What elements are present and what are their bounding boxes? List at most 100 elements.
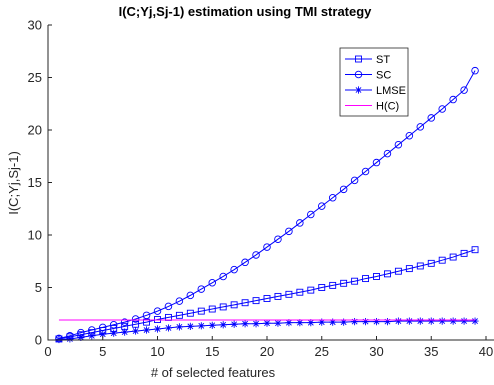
data-point-lmse [153,325,162,333]
data-point-sc [460,86,468,94]
legend-item-lmse: LMSE [345,85,406,97]
y-axis-ticks: 0 5 10 15 20 25 30 [28,18,52,348]
data-point-sc [471,66,479,75]
y-tick-label: 20 [28,123,42,138]
data-point-sc [219,272,227,281]
data-point-st [416,262,424,270]
data-point-lmse [372,318,381,326]
data-point-sc [394,140,403,149]
data-point-st [197,307,205,315]
data-point-sc [274,235,282,243]
data-point-sc [416,123,425,131]
data-point-lmse [460,317,468,325]
data-point-lmse [99,330,107,338]
data-point-lmse [66,335,74,343]
data-point-sc [230,265,238,274]
data-point-sc [164,302,173,311]
data-point-lmse [175,323,183,331]
data-point-st [427,259,435,267]
data-point-st [384,270,391,278]
legend-label: H(C) [376,101,399,113]
data-point-sc [186,291,195,300]
data-point-lmse [252,320,260,328]
x-axis-ticks: 0 5 10 15 20 25 30 35 40 [44,336,493,359]
data-point-lmse [307,319,315,327]
legend-item-h-c: H(C) [345,101,399,113]
data-point-st [208,305,216,313]
legend: ST SC LMSE H(C) [339,47,409,117]
data-point-lmse [88,332,96,340]
data-point-lmse [197,322,205,330]
data-point-st [307,286,315,294]
data-point-sc [328,193,337,202]
data-point-lmse [405,317,413,325]
y-tick-label: 30 [28,18,42,33]
x-tick-label: 20 [260,344,274,359]
data-point-lmse [449,317,457,325]
legend-label: ST [376,54,390,66]
data-point-st [241,299,249,307]
chart-title: I(C;Yj,Sj-1) estimation using TMI strate… [119,4,373,19]
data-point-sc [175,297,184,305]
data-point-lmse [394,317,402,325]
data-point-sc [208,279,216,287]
data-point-lmse [438,317,446,325]
data-point-st [219,303,227,311]
series-lmse [55,317,479,344]
data-point-sc [252,251,260,259]
data-point-st [351,277,359,285]
data-point-sc [449,95,457,104]
data-point-sc [383,149,392,158]
data-point-lmse [142,326,151,334]
legend-marker [354,86,363,94]
data-point-st [340,279,348,287]
series-layer [55,66,479,344]
data-point-sc [285,227,293,236]
series-line-st [58,249,476,340]
x-axis-label: # of selected features [151,365,276,380]
data-point-st [175,311,183,319]
data-point-sc [438,105,446,113]
data-point-lmse [351,318,359,326]
data-point-sc [241,258,249,267]
data-point-st [296,288,304,296]
data-point-sc [361,167,370,176]
data-point-sc [350,176,359,185]
data-point-st [252,297,260,305]
data-point-st [154,316,161,323]
data-point-lmse [164,324,173,332]
x-tick-label: 0 [44,344,51,359]
y-tick-label: 0 [35,333,42,348]
data-point-lmse [186,322,194,330]
data-point-lmse [110,329,118,337]
data-point-sc [142,311,151,320]
data-point-st [394,267,402,275]
data-point-sc [263,243,271,251]
data-point-sc [405,132,414,140]
y-tick-label: 10 [28,228,42,243]
data-point-st [186,309,194,317]
data-point-lmse [219,321,227,329]
plot-area [48,25,494,340]
x-tick-label: 35 [424,344,438,359]
data-point-sc [153,307,162,315]
legend-marker [355,55,362,63]
legend-item-sc: SC [345,70,391,82]
data-point-lmse [318,318,326,326]
x-tick-label: 10 [150,344,164,359]
data-point-st [449,253,457,261]
x-tick-label: 15 [205,344,219,359]
data-point-sc [120,318,129,326]
data-point-sc [427,114,436,122]
data-point-st [460,249,468,257]
series-sc [55,66,479,343]
legend-item-st: ST [345,54,390,66]
data-point-lmse [132,327,140,335]
data-point-st [263,295,271,302]
series-line-sc [58,70,476,339]
data-point-sc [339,185,348,194]
data-point-lmse [208,321,216,329]
y-tick-label: 15 [28,175,42,190]
data-point-lmse [471,317,479,325]
